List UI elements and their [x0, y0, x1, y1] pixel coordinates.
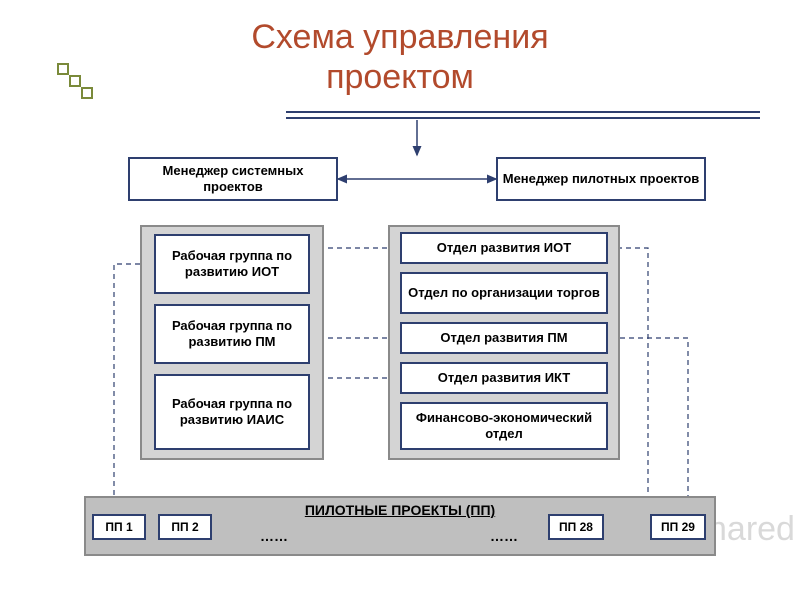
pilot-projects-dots-left: ……: [234, 528, 314, 544]
department-0: Отдел развития ИОТ: [400, 232, 608, 264]
pp-box-0: ПП 1: [92, 514, 146, 540]
pp-box-3: ПП 29: [650, 514, 706, 540]
pilot-projects-dots-right: ……: [464, 528, 544, 544]
page-title-line1: Схема управления: [0, 18, 800, 57]
working-group-1: Рабочая группа по развитию ПМ: [154, 304, 310, 364]
pp-box-2: ПП 28: [548, 514, 604, 540]
pp-box-1: ПП 2: [158, 514, 212, 540]
department-2: Отдел развития ПМ: [400, 322, 608, 354]
department-1: Отдел по организации торгов: [400, 272, 608, 314]
working-group-0: Рабочая группа по развитию ИОТ: [154, 234, 310, 294]
working-group-2: Рабочая группа по развитию ИАИС: [154, 374, 310, 450]
department-3: Отдел развития ИКТ: [400, 362, 608, 394]
manager-systems-box: Менеджер системных проектов: [128, 157, 338, 201]
department-4: Финансово-экономический отдел: [400, 402, 608, 450]
page-title-line2: проектом: [0, 58, 800, 97]
manager-pilots-box: Менеджер пилотных проектов: [496, 157, 706, 201]
